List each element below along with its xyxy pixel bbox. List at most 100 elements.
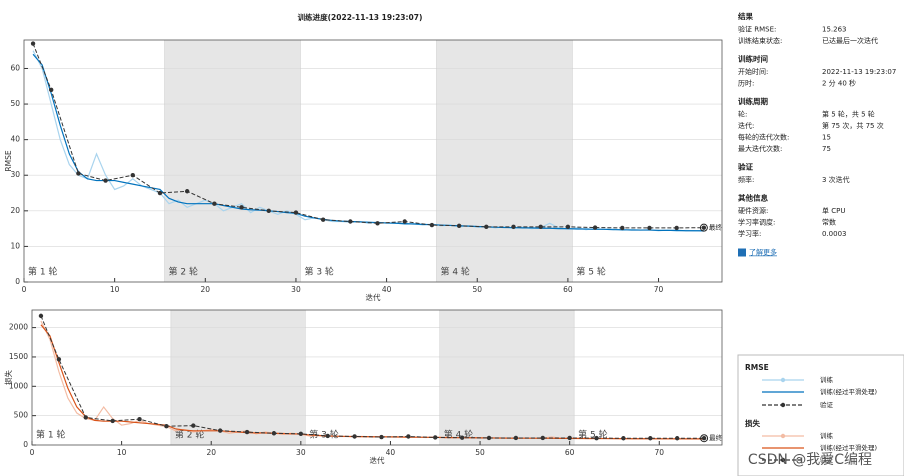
plot-area (24, 40, 722, 282)
epoch-label: 第 5 轮 (578, 429, 607, 441)
y-tick-label: 60 (10, 63, 20, 72)
x-tick-label: 30 (291, 285, 301, 294)
panel-key: 历时: (738, 79, 754, 88)
epoch-label: 第 4 轮 (440, 266, 469, 278)
panel-value: 75 (822, 145, 831, 153)
validation-point (486, 435, 492, 441)
series-line (32, 43, 704, 229)
validation-point (325, 433, 330, 439)
epoch-band (439, 310, 575, 445)
validation-point (567, 435, 572, 441)
validation-point (217, 428, 223, 433)
axes-frame (23, 39, 723, 283)
x-tick-label: 50 (475, 448, 485, 457)
validation-point (402, 219, 407, 224)
validation-point (459, 435, 465, 440)
legend-marker (780, 433, 786, 439)
legend-title: 损失 (745, 418, 760, 428)
y-tick-label: 10 (10, 241, 20, 250)
y-axis-label: 损失 (3, 370, 13, 385)
validation-point (130, 173, 135, 178)
panel-value: 2022-11-13 19:23:07 (822, 68, 896, 76)
legend-title: RMSE (745, 363, 769, 372)
epoch-band (164, 40, 301, 282)
learn-more-link[interactable]: 了解更多 (749, 248, 777, 257)
validation-point (540, 435, 545, 441)
validation-point (592, 225, 598, 230)
panel-key: 开始时间: (738, 67, 768, 76)
validation-point (375, 221, 380, 226)
y-tick-label: 0 (15, 277, 20, 286)
panel-key: 训练结束状态: (738, 36, 782, 45)
validation-point (348, 219, 353, 224)
x-tick-label: 10 (110, 285, 120, 294)
panel-value: 单 CPU (822, 206, 845, 215)
y-tick-label: 500 (14, 411, 29, 420)
validation-point (513, 435, 519, 441)
validation-point (293, 210, 299, 215)
x-tick-label: 10 (117, 448, 127, 457)
validation-point (647, 225, 652, 231)
validation-point (674, 225, 679, 231)
legend-label: 训练(经过平滑处理) (820, 387, 877, 396)
final-annotation: 最终 (709, 433, 723, 442)
validation-point (271, 431, 277, 436)
validation-point (701, 435, 707, 441)
final-annotation: 最终 (709, 223, 723, 232)
final-marker (700, 434, 709, 443)
validation-point (352, 434, 357, 439)
y-tick-label: 50 (10, 99, 20, 108)
validation-point (701, 225, 707, 230)
validation-point (164, 424, 169, 429)
panel-key: 轮: (738, 110, 747, 119)
plot-area (32, 310, 722, 445)
x-tick-label: 0 (22, 285, 27, 294)
validation-point (244, 429, 250, 435)
legend-label: 训练(经过平滑处理) (820, 443, 877, 452)
validation-point (103, 178, 108, 183)
validation-point (137, 416, 142, 422)
validation-point (76, 171, 81, 176)
chart-title: 训练进度(2022-11-13 19:23:07) (298, 12, 423, 22)
validation-point (110, 418, 115, 424)
y-tick-label: 2000 (9, 323, 28, 332)
validation-point (184, 189, 190, 194)
epoch-label: 第 2 轮 (169, 266, 198, 278)
epoch-label: 第 5 轮 (576, 266, 605, 278)
epoch-label: 第 4 轮 (444, 429, 473, 441)
panel-value: 第 75 次，共 75 次 (822, 121, 884, 130)
epoch-label: 第 3 轮 (309, 429, 338, 441)
y-axis-label: RMSE (4, 150, 13, 171)
validation-point (48, 87, 54, 93)
validation-point (191, 423, 196, 428)
panel-value: 0.0003 (822, 230, 847, 238)
panel-value: 2 分 40 秒 (822, 79, 856, 88)
epoch-label: 第 1 轮 (36, 429, 65, 441)
y-tick-label: 20 (10, 206, 20, 215)
epoch-band (436, 40, 573, 282)
validation-point (484, 224, 489, 230)
panel-value: 3 次迭代 (822, 175, 850, 184)
validation-point (456, 223, 462, 228)
panel-key: 迭代: (738, 121, 754, 130)
legend-label: 训练 (820, 375, 834, 384)
panel-key: 频率: (738, 175, 754, 184)
panel-key: 最大迭代次数: (738, 144, 782, 153)
validation-point (38, 313, 44, 319)
panel-key: 学习率: (738, 229, 761, 238)
panel-heading: 结果 (738, 11, 753, 21)
validation-point (538, 224, 543, 230)
x-tick-label: 0 (30, 448, 35, 457)
panel-key: 验证 RMSE: (738, 25, 776, 34)
legend-label: 训练 (820, 431, 834, 440)
y-tick-label: 40 (10, 135, 20, 144)
legend-label: 验证 (820, 400, 834, 409)
axes-frame (31, 309, 723, 446)
x-axis-label: 迭代 (370, 455, 385, 465)
x-tick-label: 40 (382, 285, 392, 294)
legend-marker (780, 402, 786, 408)
series-line (40, 315, 705, 439)
panel-value: 15.263 (822, 26, 847, 34)
panel-value: 常数 (822, 218, 836, 227)
